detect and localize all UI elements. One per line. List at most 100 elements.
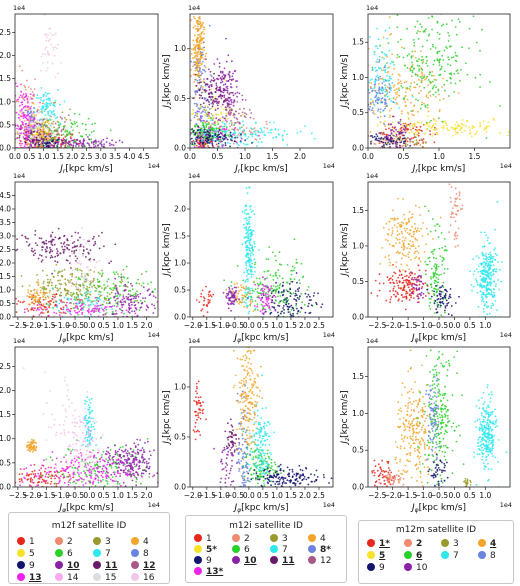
data-point [53,296,56,299]
data-point [230,103,233,106]
data-point [194,47,197,49]
data-point [39,143,42,146]
data-point [244,139,247,142]
data-point [88,311,90,314]
data-point [65,294,67,297]
data-point [16,99,18,101]
x-axis-label: Jr[kpc km/s] [58,164,113,175]
data-point [134,293,137,295]
data-point [204,114,207,117]
data-point [23,114,26,116]
y-tick-label: 3.5 [0,218,11,227]
data-point [272,285,275,287]
data-point [98,291,101,293]
series-sat-12 [221,94,253,139]
data-point [190,68,192,71]
data-point [517,129,519,131]
data-point [91,286,93,288]
data-point [355,89,357,91]
data-point [463,129,466,132]
data-point [33,117,36,120]
data-point [421,71,423,74]
data-point [418,58,420,60]
data-point [128,309,131,311]
data-point [215,98,217,100]
data-point [167,296,169,298]
data-point [120,278,123,281]
data-point [45,250,48,253]
data-point [371,107,374,109]
data-point [199,51,202,53]
data-point [23,84,26,87]
data-point [421,142,424,144]
data-point [87,251,90,254]
data-point [23,99,26,102]
data-point [223,128,226,131]
data-point [47,110,49,113]
data-point [56,261,59,264]
data-point [32,297,34,299]
data-point [101,269,103,272]
data-point [16,127,18,130]
data-point [79,236,81,239]
data-point [29,140,32,143]
data-point [143,300,146,303]
data-point [15,249,17,252]
data-point [76,143,79,146]
data-point [199,26,202,29]
data-point [239,140,242,143]
data-point [388,83,391,85]
data-point [138,282,141,285]
data-point [33,292,36,295]
data-point [228,113,231,116]
data-point [44,134,47,137]
scatter-layer [7,14,124,148]
data-point [417,130,420,133]
data-point [196,34,199,36]
data-point [159,304,161,306]
data-point [38,237,41,240]
data-point [125,296,128,298]
data-point [7,117,9,119]
data-point [77,276,80,279]
data-point [433,74,435,77]
data-point [423,124,426,126]
data-point [82,249,85,252]
data-point [204,70,207,73]
data-point [244,133,247,136]
data-point [184,138,186,140]
data-point [382,69,385,72]
data-point [385,93,388,96]
data-point [67,298,69,301]
data-point [209,130,212,133]
data-point [362,134,364,136]
data-point [32,307,34,309]
data-point [63,268,66,271]
data-point [73,120,76,123]
data-point [299,311,302,313]
data-point [110,288,113,291]
data-point [46,308,48,310]
data-point [239,126,241,129]
data-point [87,299,89,302]
data-point [186,138,188,140]
data-point [276,285,279,287]
data-point [89,269,92,271]
data-point [199,39,201,42]
data-point [198,69,201,71]
data-point [221,72,224,74]
data-point [275,299,277,302]
data-point [50,255,53,257]
data-point [224,74,227,77]
data-point [197,126,200,129]
data-point [130,307,133,310]
data-point [125,309,128,312]
data-point [44,103,46,105]
data-point [241,130,244,133]
data-point [208,291,211,294]
data-point [299,282,301,285]
data-point [54,286,57,289]
data-point [79,290,81,293]
data-point [213,101,216,103]
data-point [422,58,425,61]
